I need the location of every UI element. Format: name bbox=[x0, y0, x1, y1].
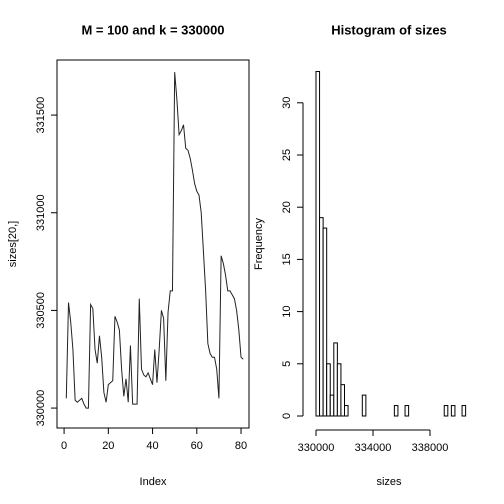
y-tick-label: 25 bbox=[281, 149, 293, 161]
histogram-bar bbox=[319, 217, 324, 417]
x-tick-label: 330000 bbox=[298, 442, 335, 454]
histogram-bar bbox=[315, 70, 321, 417]
histogram-bar bbox=[333, 342, 338, 417]
x-axis-label: sizes bbox=[376, 476, 402, 488]
histogram-bar bbox=[329, 394, 335, 417]
y-tick-label: 330500 bbox=[35, 292, 47, 329]
chart-title: Histogram of sizes bbox=[331, 22, 447, 37]
y-tick-label: 20 bbox=[281, 201, 293, 213]
x-tick-label: 334000 bbox=[355, 442, 392, 454]
data-line bbox=[65, 72, 244, 409]
histogram-bar bbox=[461, 405, 467, 417]
histogram-bar bbox=[393, 405, 399, 417]
x-tick-label: 20 bbox=[102, 440, 114, 452]
histogram-bar bbox=[343, 405, 349, 417]
histogram-bar bbox=[322, 227, 328, 417]
y-tick-label: 5 bbox=[281, 361, 293, 367]
histogram-bar bbox=[450, 405, 456, 417]
y-tick-label: 330000 bbox=[35, 390, 47, 427]
x-tick-label: 80 bbox=[235, 440, 247, 452]
y-tick-label: 331000 bbox=[35, 194, 47, 231]
x-tick-label: 40 bbox=[146, 440, 158, 452]
x-tick-label: 0 bbox=[61, 440, 67, 452]
y-tick-label: 331500 bbox=[35, 97, 47, 134]
histogram-bar bbox=[340, 384, 345, 417]
x-axis-label: Index bbox=[140, 476, 167, 488]
y-tick-label: 0 bbox=[281, 413, 293, 419]
y-axis-label: Frequency bbox=[253, 218, 265, 270]
x-tick-label: 60 bbox=[191, 440, 203, 452]
x-tick-label: 338000 bbox=[412, 442, 449, 454]
histogram-bar bbox=[443, 405, 449, 417]
histogram-bar bbox=[336, 363, 342, 417]
y-axis-label: sizes[20,] bbox=[7, 221, 19, 267]
histogram-bar bbox=[404, 405, 410, 417]
y-tick-label: 30 bbox=[281, 97, 293, 109]
histogram-bar bbox=[361, 394, 367, 417]
y-tick-label: 10 bbox=[281, 305, 293, 317]
histogram-bar bbox=[326, 363, 331, 417]
y-tick-label: 15 bbox=[281, 253, 293, 265]
chart-title: M = 100 and k = 330000 bbox=[81, 22, 224, 37]
